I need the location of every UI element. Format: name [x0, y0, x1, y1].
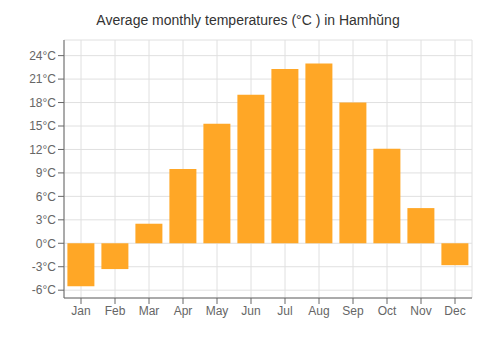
svg-text:6°C: 6°C — [36, 190, 56, 204]
svg-text:15°C: 15°C — [29, 119, 56, 133]
svg-text:12°C: 12°C — [29, 143, 56, 157]
svg-text:May: May — [206, 304, 229, 318]
svg-text:Jul: Jul — [277, 304, 292, 318]
svg-text:Oct: Oct — [378, 304, 397, 318]
svg-text:18°C: 18°C — [29, 96, 56, 110]
svg-text:21°C: 21°C — [29, 72, 56, 86]
svg-text:Apr: Apr — [174, 304, 193, 318]
svg-text:0°C: 0°C — [36, 237, 56, 251]
svg-text:Feb: Feb — [105, 304, 126, 318]
svg-text:Sep: Sep — [342, 304, 364, 318]
svg-text:Nov: Nov — [410, 304, 431, 318]
svg-text:Jan: Jan — [71, 304, 90, 318]
svg-text:Dec: Dec — [444, 304, 465, 318]
svg-text:-6°C: -6°C — [32, 283, 56, 297]
svg-text:24°C: 24°C — [29, 49, 56, 63]
html-text:Average monthly temperatures (: Average monthly temperatures (°C ) in Ha… — [96, 12, 400, 28]
svg-text:3°C: 3°C — [36, 213, 56, 227]
svg-text:-3°C: -3°C — [32, 260, 56, 274]
svg-text:9°C: 9°C — [36, 166, 56, 180]
svg-text:Aug: Aug — [308, 304, 329, 318]
svg-text:Jun: Jun — [241, 304, 260, 318]
svg-text:Mar: Mar — [139, 304, 160, 318]
